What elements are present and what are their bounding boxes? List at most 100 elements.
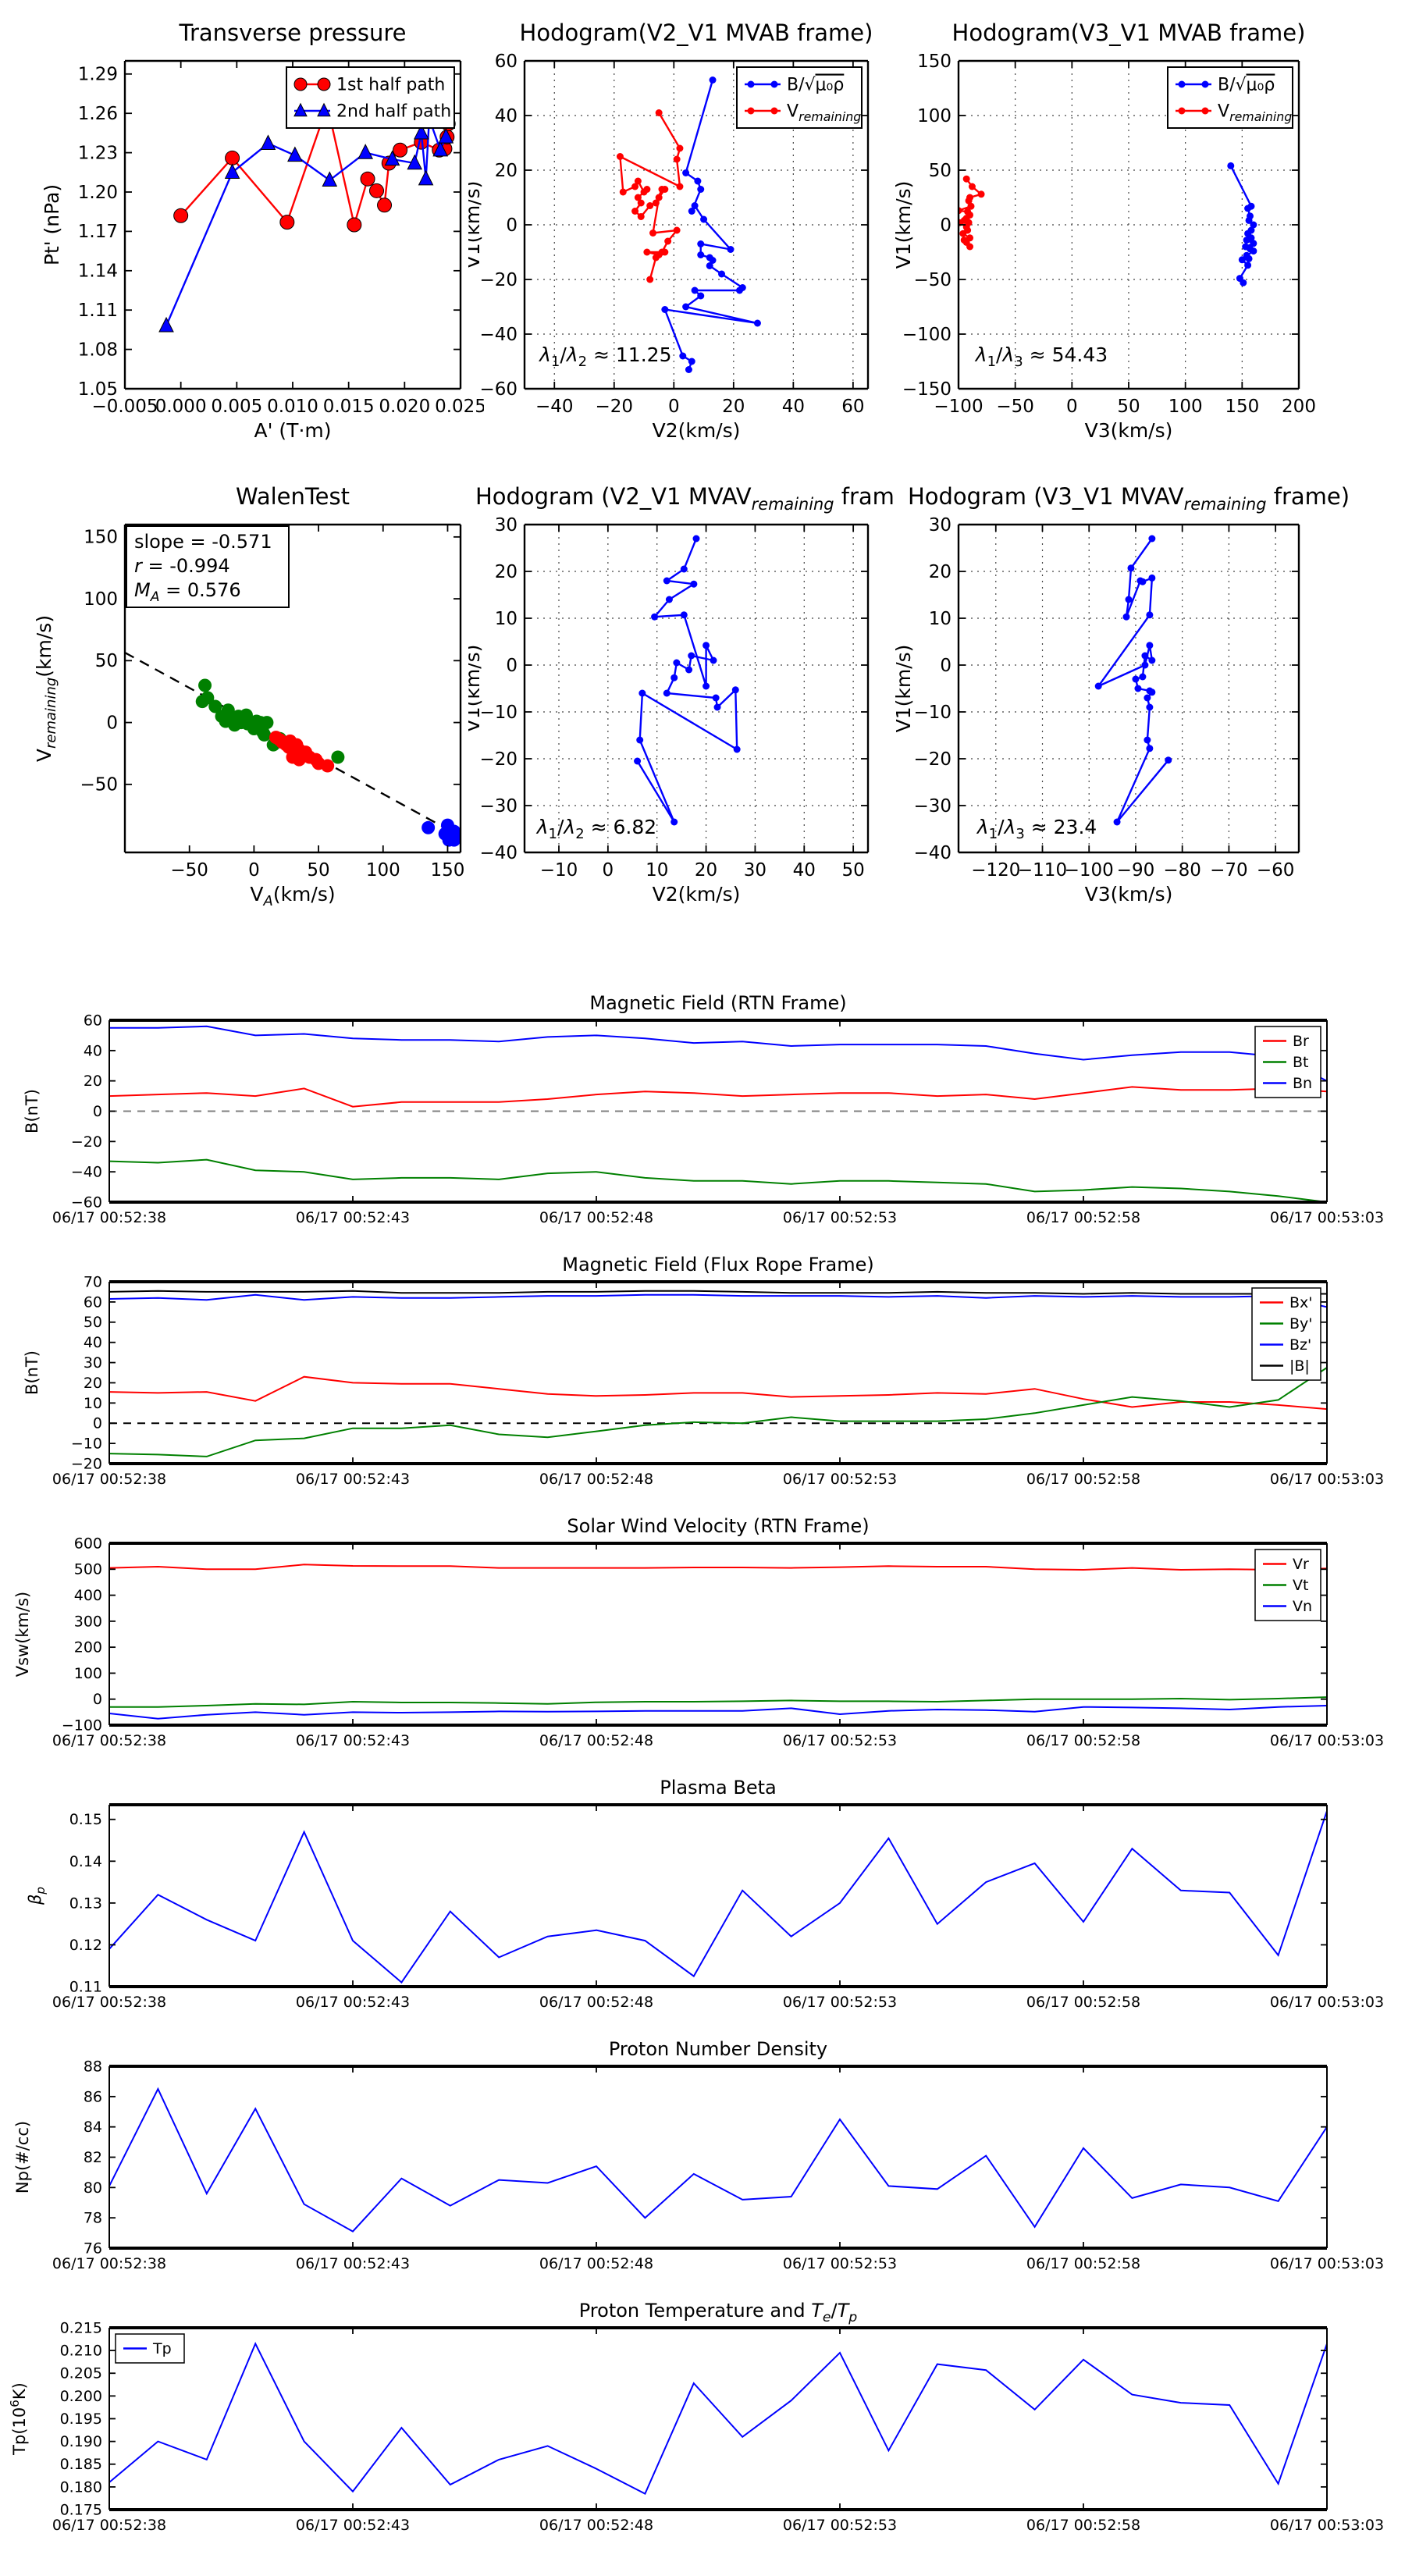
x-tick-label: 06/17 00:52:38 <box>52 2255 166 2272</box>
y-tick-label: 60 <box>84 1293 102 1311</box>
plot-svg-vsw: 06/17 00:52:38 06/17 00:52:43 06/17 00:52:… <box>13 1515 1384 1749</box>
chart-title: Magnetic Field (RTN Frame) <box>589 992 846 1014</box>
chart-hodogram-v2-v1-mvab: −40 −20 0 20 40 60 −60 −40 −20 0 20 40 60 Hodogram(V2… <box>461 0 894 484</box>
chart-title: Proton Number Density <box>609 2038 827 2060</box>
y-axis-label: Tp(106K) <box>8 2382 29 2456</box>
y-axis-label: Vremaining(km/s) <box>33 615 59 762</box>
y-tick-label: 0 <box>940 656 951 676</box>
y-tick-label: 30 <box>495 515 518 535</box>
x-tick-label: 06/17 00:52:38 <box>52 1994 166 2011</box>
chart-title: Hodogram(V3_V1 MVAB frame) <box>952 20 1306 46</box>
x-tick-label: 10 <box>646 860 668 881</box>
y-tick-label: 1.08 <box>78 340 118 360</box>
y-tick-label: 0.205 <box>60 2365 102 2382</box>
chart-title: Hodogram(V2_V1 MVAB frame) <box>520 20 873 46</box>
legend-label: B/√μ₀ρ <box>787 75 844 94</box>
y-tick-label: −150 <box>902 379 951 400</box>
x-tick-label: 0.025 <box>435 397 484 417</box>
y-tick-label: −20 <box>479 270 518 290</box>
chart-title: Plasma Beta <box>660 1777 776 1799</box>
chart-title: WalenTest <box>236 484 350 510</box>
x-tick-label: 50 <box>307 860 329 881</box>
y-tick-label: −30 <box>913 796 951 817</box>
chart-hodogram-v3-v1-mvav: −120 −110 −100 −90 −80 −70 −60 −40 −30 −20 −10 0 10 2… <box>874 483 1405 991</box>
scatter-second-half <box>269 731 335 773</box>
legend: B/√μ₀ρ Vremaining <box>736 66 863 129</box>
x-tick-label: 200 <box>1282 397 1316 417</box>
plot-svg-hodogram_v3_mvav: −120−110−100 −90 −80 −70 −60−40−30−20−100102… <box>892 483 1350 906</box>
y-tick-label: −30 <box>479 796 518 817</box>
legend: Br Bt Bn <box>1254 1026 1321 1098</box>
plot-area-hodogram_v2_mvab <box>616 76 761 373</box>
series-By' <box>109 1367 1327 1457</box>
y-tick-label: −10 <box>71 1436 102 1453</box>
series-Bt <box>109 1158 1327 1202</box>
x-tick-label: 150 <box>1225 397 1259 417</box>
y-tick-label: −20 <box>71 1455 102 1472</box>
y-tick-label: 86 <box>84 2088 102 2105</box>
chart-solar-wind-velocity: 06/17 00:52:38 06/17 00:52:43 06/17 00:52:… <box>0 1514 1405 1776</box>
y-tick-label: 20 <box>495 562 518 582</box>
x-tick-label: 06/17 00:52:53 <box>783 2255 897 2272</box>
legend-label: Bt <box>1293 1054 1308 1071</box>
x-tick-label: 100 <box>1168 397 1203 417</box>
x-tick-label: 06/17 00:52:53 <box>783 1994 897 2011</box>
chart-magnetic-field-flux-rope: 06/17 00:52:38 06/17 00:52:43 06/17 00:52:… <box>0 1253 1405 1514</box>
annotation: λ1/λ3 ≈ 23.4 <box>976 816 1097 842</box>
x-tick-label: −110 <box>1018 860 1067 881</box>
annotation: λ1/λ2 ≈ 11.25 <box>538 343 671 370</box>
x-tick-label: 06/17 00:53:03 <box>1270 1994 1384 2011</box>
series-|B| <box>109 1290 1327 1295</box>
y-axis-label: V1(km/s) <box>892 181 915 269</box>
plot-svg-hodogram_v2_mvav: −10 0 10 20 30 40 50−40−30−20−100102030Hodogra… <box>461 483 917 906</box>
y-tick-label: 60 <box>84 1012 102 1029</box>
plot-area-hodogram_v2_mvav <box>634 535 741 826</box>
series-Bz' <box>109 1293 1327 1308</box>
legend-label: Vremaining <box>787 101 861 123</box>
y-tick-label: 30 <box>929 515 951 535</box>
y-tick-label: −50 <box>913 270 951 290</box>
y-tick-label: 100 <box>84 589 118 610</box>
y-axis-label: B(nT) <box>23 1350 41 1395</box>
series-Br <box>109 1086 1327 1108</box>
y-tick-label: −40 <box>479 843 518 863</box>
x-tick-label: −10 <box>540 860 578 881</box>
x-tick-label: 0.020 <box>379 397 430 417</box>
y-tick-label: 78 <box>84 2210 102 2227</box>
y-tick-label: 40 <box>84 1042 102 1059</box>
y-tick-label: 1.26 <box>78 104 118 124</box>
plot-area-np <box>109 2087 1327 2233</box>
y-tick-label: 1.23 <box>78 143 118 163</box>
y-tick-label: 70 <box>84 1273 102 1290</box>
y-tick-label: 88 <box>84 2058 102 2075</box>
y-tick-label: −100 <box>62 1717 102 1734</box>
annotation: λ1/λ2 ≈ 6.82 <box>535 816 656 842</box>
y-tick-label: 0.195 <box>60 2411 102 2428</box>
series-Bn <box>109 1025 1327 1082</box>
x-tick-label: 06/17 00:53:03 <box>1270 1209 1384 1226</box>
x-tick-label: 06/17 00:52:58 <box>1026 1732 1140 1749</box>
y-tick-label: 0 <box>93 1415 102 1432</box>
legend-label: Vt <box>1293 1577 1308 1594</box>
x-axis-label: VA(km/s) <box>250 883 335 909</box>
y-tick-label: 1.17 <box>78 222 118 242</box>
y-tick-label: 20 <box>84 1073 102 1090</box>
x-axis-label: V3(km/s) <box>1085 883 1173 906</box>
chart-title: Proton Temperature and Te/Tp <box>579 2300 858 2325</box>
y-tick-label: 20 <box>929 562 951 582</box>
x-axis-label: A' (T·m) <box>254 419 332 442</box>
y-tick-label: 0.12 <box>69 1937 102 1954</box>
chart-magnetic-field-rtn: 06/17 00:52:38 06/17 00:52:43 06/17 00:52:… <box>0 991 1405 1253</box>
y-tick-label: 1.14 <box>78 262 118 282</box>
x-tick-label: −90 <box>1117 860 1155 881</box>
legend: B/√μ₀ρ Vremaining <box>1167 66 1293 129</box>
y-tick-label: 40 <box>495 106 518 126</box>
y-tick-label: −20 <box>479 749 518 770</box>
legend: Tp <box>115 2333 185 2364</box>
x-tick-label: 30 <box>744 860 767 881</box>
chart-plasma-beta: 06/17 00:52:38 06/17 00:52:43 06/17 00:52:… <box>0 1776 1405 2037</box>
x-tick-label: 06/17 00:52:43 <box>296 1994 410 2011</box>
y-tick-label: 300 <box>74 1613 102 1630</box>
x-tick-label: 06/17 00:52:38 <box>52 1471 166 1488</box>
x-tick-label: 06/17 00:52:43 <box>296 1732 410 1749</box>
